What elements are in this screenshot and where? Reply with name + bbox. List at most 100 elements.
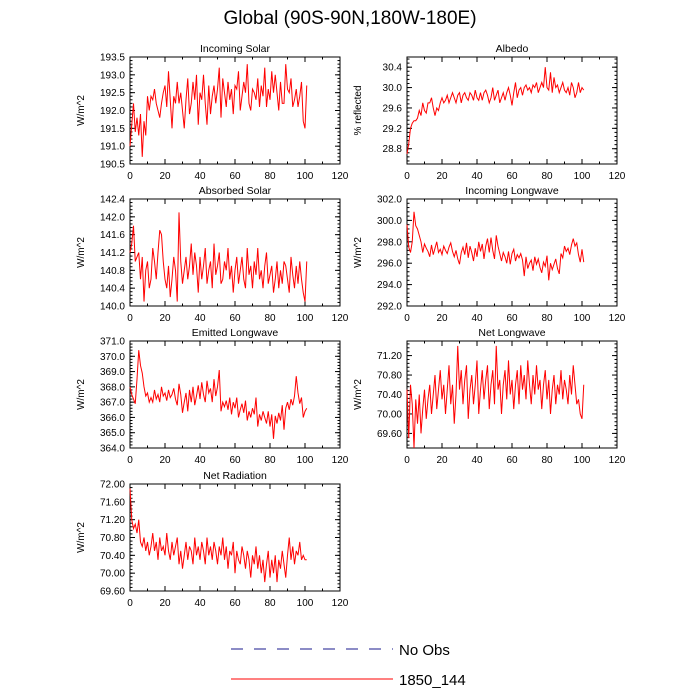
- y-tick-label: 371.0: [100, 337, 125, 348]
- panel-incoming-solar: Incoming Solar W/m^2 0 20 40 60 80 100 120 190.5 1…: [76, 43, 349, 182]
- x-tick-label: 100: [297, 313, 314, 324]
- y-axis-label: W/m^2: [76, 237, 87, 268]
- series-line-1850-144: [129, 64, 308, 157]
- y-tick-label: 140.4: [100, 284, 125, 295]
- x-tick-label: 80: [541, 171, 553, 182]
- plot-frame: [129, 198, 341, 307]
- y-tick-label: 72.00: [100, 480, 125, 491]
- y-axis-label: % reflected: [353, 85, 364, 135]
- legend-label: 1850_144: [399, 672, 466, 689]
- y-tick-label: 140.0: [100, 302, 125, 313]
- y-tick-label: 70.40: [377, 390, 402, 401]
- plot-frame: [129, 56, 341, 165]
- y-axis-label: W/m^2: [76, 95, 87, 126]
- y-tick-label: 70.40: [100, 551, 125, 562]
- plot-frame: [129, 340, 341, 449]
- x-tick-label: 20: [159, 455, 171, 466]
- panel-title: Net Radiation: [203, 470, 267, 482]
- x-tick-label: 120: [609, 313, 626, 324]
- y-tick-label: 142.4: [100, 195, 125, 206]
- panel-emitted-longwave: Emitted Longwave W/m^2 0 20 40 60 80 100 120 364.…: [76, 327, 349, 466]
- series-line-1850-144: [406, 345, 585, 449]
- y-tick-label: 69.60: [377, 429, 402, 440]
- x-tick-label: 20: [159, 313, 171, 324]
- panel-albedo: Albedo % reflected 0 20 40 60 80 100 120 28.8 29.2…: [353, 43, 626, 182]
- x-tick-label: 120: [332, 171, 349, 182]
- x-tick-label: 80: [541, 313, 553, 324]
- y-tick-label: 70.00: [377, 409, 402, 420]
- y-tick-label: 141.2: [100, 248, 125, 259]
- legend-label: No Obs: [399, 642, 450, 659]
- y-tick-label: 302.0: [377, 195, 402, 206]
- y-tick-label: 71.60: [100, 497, 125, 508]
- panel-title: Incoming Solar: [200, 43, 271, 55]
- y-tick-label: 71.20: [100, 515, 125, 526]
- series-line-1850-144: [129, 350, 308, 439]
- panel-title: Incoming Longwave: [465, 185, 559, 197]
- panel-title: Absorbed Solar: [199, 185, 272, 197]
- y-tick-label: 365.0: [100, 428, 125, 439]
- y-tick-label: 141.6: [100, 230, 125, 241]
- y-tick-label: 193.5: [100, 53, 125, 64]
- x-tick-label: 40: [194, 171, 206, 182]
- series-line-1850-144: [406, 67, 585, 154]
- x-tick-label: 20: [436, 171, 448, 182]
- x-tick-label: 80: [264, 171, 276, 182]
- series-line-1850-144: [406, 211, 585, 281]
- y-tick-label: 298.0: [377, 237, 402, 248]
- panel-net-radiation: Net Radiation W/m^2 0 20 40 60 80 100 120 69.60 70…: [76, 470, 349, 609]
- panel-absorbed-solar: Absorbed Solar W/m^2 0 20 40 60 80 100 120 140.0 1…: [76, 185, 349, 324]
- y-tick-label: 367.0: [100, 398, 125, 409]
- y-tick-label: 292.0: [377, 302, 402, 313]
- x-tick-label: 100: [574, 171, 591, 182]
- x-tick-label: 120: [332, 455, 349, 466]
- page-title: Global (90S-90N,180W-180E): [223, 8, 477, 29]
- y-tick-label: 71.20: [377, 351, 402, 362]
- y-tick-label: 364.0: [100, 444, 125, 455]
- x-tick-label: 100: [574, 455, 591, 466]
- y-tick-label: 70.80: [377, 371, 402, 382]
- y-axis-label: W/m^2: [353, 237, 364, 268]
- x-tick-label: 60: [229, 598, 241, 609]
- x-tick-label: 60: [229, 455, 241, 466]
- panel-incoming-longwave: Incoming Longwave W/m^2 0 20 40 60 80 100 120 292…: [353, 185, 626, 324]
- x-tick-label: 20: [159, 598, 171, 609]
- x-tick-label: 80: [264, 313, 276, 324]
- x-tick-label: 100: [297, 598, 314, 609]
- x-tick-label: 60: [506, 313, 518, 324]
- x-tick-label: 60: [506, 171, 518, 182]
- y-tick-label: 70.80: [100, 533, 125, 544]
- y-tick-label: 193.0: [100, 70, 125, 81]
- y-axis-label: W/m^2: [76, 522, 87, 553]
- x-tick-label: 20: [159, 171, 171, 182]
- y-tick-label: 294.0: [377, 280, 402, 291]
- x-tick-label: 0: [404, 313, 410, 324]
- y-tick-label: 69.60: [100, 587, 125, 598]
- x-tick-label: 0: [404, 171, 410, 182]
- x-tick-label: 40: [471, 171, 483, 182]
- y-tick-label: 296.0: [377, 259, 402, 270]
- x-tick-label: 0: [127, 455, 133, 466]
- x-tick-label: 40: [194, 313, 206, 324]
- series-line-1850-144: [129, 488, 307, 583]
- x-tick-label: 60: [229, 171, 241, 182]
- y-tick-label: 191.0: [100, 142, 125, 153]
- x-tick-label: 100: [297, 171, 314, 182]
- x-tick-label: 120: [332, 598, 349, 609]
- x-tick-label: 0: [127, 313, 133, 324]
- x-tick-label: 80: [541, 455, 553, 466]
- y-tick-label: 192.0: [100, 106, 125, 117]
- y-tick-label: 191.5: [100, 124, 125, 135]
- x-tick-label: 40: [194, 598, 206, 609]
- panel-net-longwave: Net Longwave W/m^2 0 20 40 60 80 100 120 69.60 70.…: [353, 327, 626, 466]
- x-tick-label: 40: [194, 455, 206, 466]
- y-tick-label: 29.2: [383, 124, 403, 135]
- y-tick-label: 30.0: [383, 83, 403, 94]
- x-tick-label: 60: [506, 455, 518, 466]
- y-tick-label: 300.0: [377, 216, 402, 227]
- y-axis-label: W/m^2: [76, 379, 87, 410]
- y-tick-label: 29.6: [383, 103, 403, 114]
- legend: No Obs 1850_144: [231, 642, 466, 689]
